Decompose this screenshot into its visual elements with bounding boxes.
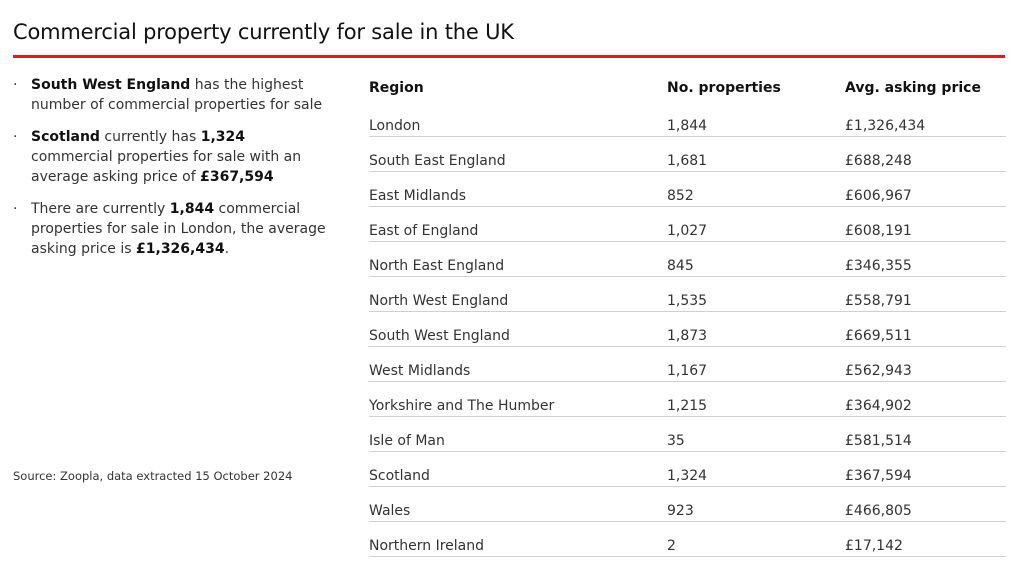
price-cell: £346,355 bbox=[845, 241, 1006, 277]
bullet-highlight: 1,844 bbox=[169, 201, 215, 217]
table-row: London 1,844 £1,326,434 bbox=[369, 102, 1006, 137]
bullet-item: · There are currently 1,844 commercial pr… bbox=[13, 199, 328, 259]
price-cell: £688,248 bbox=[845, 136, 1006, 172]
table-row: Yorkshire and The Humber 1,215 £364,902 bbox=[369, 381, 1006, 417]
table-row: South East England 1,681 £688,248 bbox=[369, 136, 1006, 172]
title-divider bbox=[13, 55, 1005, 58]
table-header-row: Region No. properties Avg. asking price bbox=[369, 74, 1006, 102]
region-cell: West Midlands bbox=[369, 346, 667, 382]
table-row: Isle of Man 35 £581,514 bbox=[369, 416, 1006, 452]
properties-cell: 2 bbox=[667, 521, 845, 557]
region-cell: North West England bbox=[369, 276, 667, 312]
properties-cell: 1,324 bbox=[667, 451, 845, 487]
region-cell: East Midlands bbox=[369, 171, 667, 207]
region-cell: Northern Ireland bbox=[369, 521, 667, 557]
properties-cell: 1,844 bbox=[667, 102, 845, 137]
bullet-text: commercial properties for sale in London… bbox=[31, 201, 326, 257]
price-cell: £17,142 bbox=[845, 521, 1006, 557]
properties-cell: 1,535 bbox=[667, 276, 845, 312]
bullet-highlight: £367,594 bbox=[200, 169, 274, 185]
table-row: North East England 845 £346,355 bbox=[369, 241, 1006, 277]
region-cell: East of England bbox=[369, 206, 667, 242]
region-cell: Scotland bbox=[369, 451, 667, 487]
price-cell: £364,902 bbox=[845, 381, 1006, 417]
table-row: South West England 1,873 £669,511 bbox=[369, 311, 1006, 347]
price-cell: £606,967 bbox=[845, 171, 1006, 207]
properties-cell: 1,027 bbox=[667, 206, 845, 242]
table-row: North West England 1,535 £558,791 bbox=[369, 276, 1006, 312]
price-cell: £669,511 bbox=[845, 311, 1006, 347]
properties-cell: 1,681 bbox=[667, 136, 845, 172]
bullet-text: has the highest number of commercial pro… bbox=[31, 77, 323, 113]
column-header-region: Region bbox=[369, 80, 424, 96]
table-row: Wales 923 £466,805 bbox=[369, 486, 1006, 522]
properties-cell: 923 bbox=[667, 486, 845, 522]
page-title: Commercial property currently for sale i… bbox=[13, 20, 514, 44]
bullet-text: commercial properties for sale with an a… bbox=[31, 149, 302, 185]
bullet-text: currently has bbox=[99, 129, 201, 145]
column-header-price: Avg. asking price bbox=[845, 80, 981, 96]
price-cell: £562,943 bbox=[845, 346, 1006, 382]
region-cell: Wales bbox=[369, 486, 667, 522]
table-row: Scotland 1,324 £367,594 bbox=[369, 451, 1006, 487]
properties-cell: 845 bbox=[667, 241, 845, 277]
bullet-list: · South West England has the highest numb… bbox=[13, 75, 328, 271]
bullet-highlight: Scotland bbox=[31, 129, 100, 145]
region-cell: South West England bbox=[369, 311, 667, 347]
bullet-highlight: South West England bbox=[31, 77, 191, 93]
price-cell: £367,594 bbox=[845, 451, 1006, 487]
column-header-properties: No. properties bbox=[667, 80, 781, 96]
price-cell: £466,805 bbox=[845, 486, 1006, 522]
source-note: Source: Zoopla, data extracted 15 Octobe… bbox=[13, 469, 293, 483]
table-row: West Midlands 1,167 £562,943 bbox=[369, 346, 1006, 382]
region-cell: Isle of Man bbox=[369, 416, 667, 452]
bullet-dot-icon: · bbox=[13, 129, 18, 145]
table-row: Northern Ireland 2 £17,142 bbox=[369, 521, 1006, 557]
bullet-item: · South West England has the highest numb… bbox=[13, 75, 328, 115]
bullet-text: There are currently bbox=[31, 201, 170, 217]
property-table: Region No. properties Avg. asking price … bbox=[369, 74, 1006, 557]
bullet-dot-icon: · bbox=[13, 77, 18, 93]
price-cell: £1,326,434 bbox=[845, 102, 1006, 137]
price-cell: £558,791 bbox=[845, 276, 1006, 312]
bullet-highlight: 1,324 bbox=[200, 129, 246, 145]
table-row: East of England 1,027 £608,191 bbox=[369, 206, 1006, 242]
properties-cell: 35 bbox=[667, 416, 845, 452]
table-row: East Midlands 852 £606,967 bbox=[369, 171, 1006, 207]
properties-cell: 852 bbox=[667, 171, 845, 207]
region-cell: Yorkshire and The Humber bbox=[369, 381, 667, 417]
bullet-item: · Scotland currently has 1,324 commercial… bbox=[13, 127, 328, 187]
region-cell: North East England bbox=[369, 241, 667, 277]
price-cell: £608,191 bbox=[845, 206, 1006, 242]
properties-cell: 1,215 bbox=[667, 381, 845, 417]
bullet-dot-icon: · bbox=[13, 201, 18, 217]
region-cell: South East England bbox=[369, 136, 667, 172]
bullet-text: . bbox=[224, 241, 230, 257]
bullet-highlight: £1,326,434 bbox=[136, 241, 225, 257]
properties-cell: 1,873 bbox=[667, 311, 845, 347]
price-cell: £581,514 bbox=[845, 416, 1006, 452]
properties-cell: 1,167 bbox=[667, 346, 845, 382]
region-cell: London bbox=[369, 102, 667, 137]
